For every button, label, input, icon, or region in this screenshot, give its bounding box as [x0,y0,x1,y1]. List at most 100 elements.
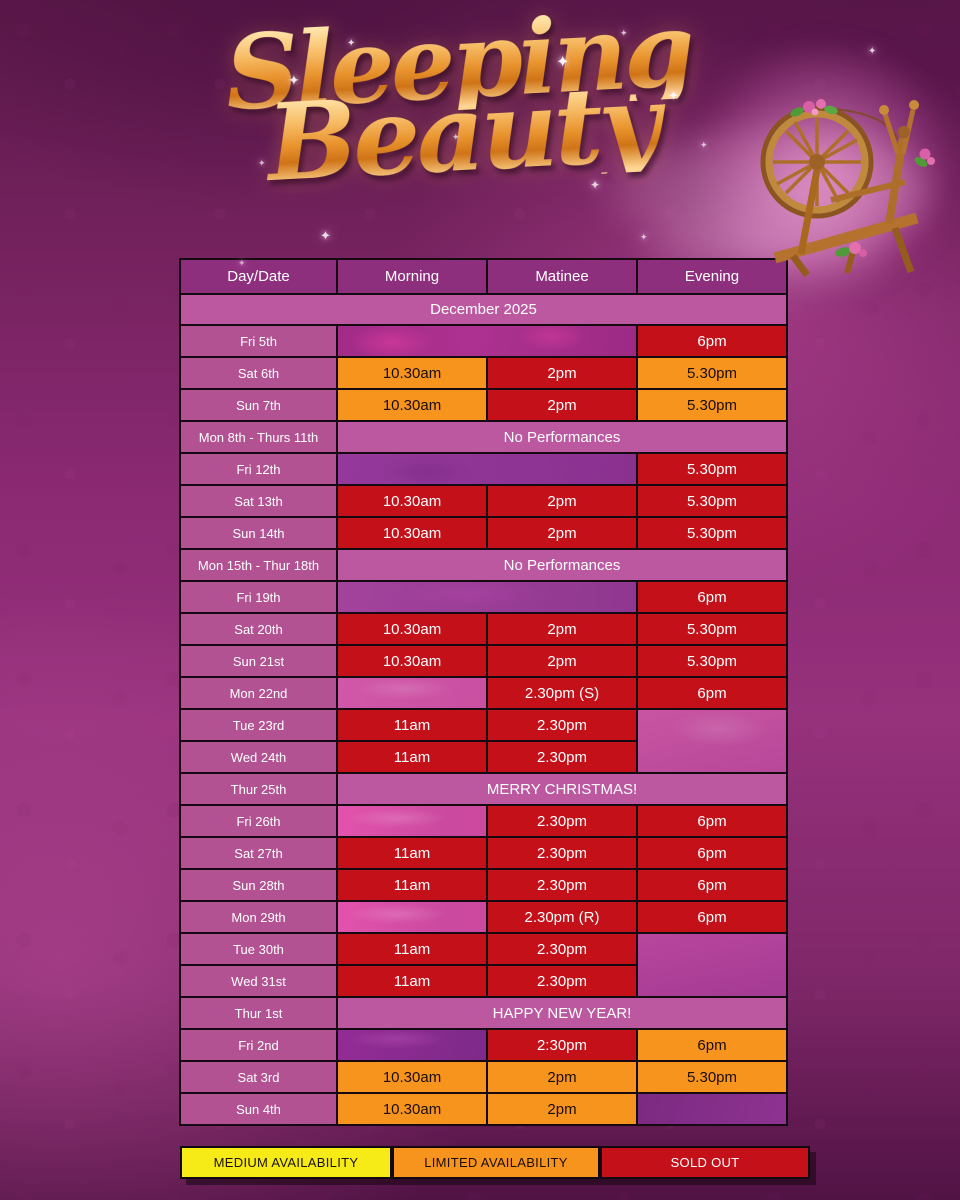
showtime-cell: 2pm [486,1060,638,1094]
table-row: Fri 19th 6pm [179,580,788,614]
sparkle-icon [320,228,331,244]
showtime-cell: 2.30pm [486,740,638,774]
day-cell: Sat 20th [179,612,338,646]
showtime-cell: 11am [336,964,488,998]
table-row: Sun 14th 10.30am 2pm 5.30pm [179,516,788,550]
day-cell: Sun 4th [179,1092,338,1126]
day-cell: Sat 27th [179,836,338,870]
day-cell: Tue 30th [179,932,338,966]
table-header-row: Day/Date Morning Matinee Evening [179,258,788,295]
show-title: Sleeping Beauty [146,0,774,205]
legend-medium-availability: MEDIUM AVAILABILITY [180,1146,392,1179]
day-cell: Sun 21st [179,644,338,678]
showtime-cell: 5.30pm [636,452,788,486]
showtime-cell: 5.30pm [636,516,788,550]
showtime-cell: 2pm [486,516,638,550]
no-performance-cell [336,804,488,838]
showtime-cell: 2.30pm [486,868,638,902]
note-cell: No Performances [336,420,788,454]
showtime-cell: 2.30pm [486,708,638,742]
day-cell: Fri 19th [179,580,338,614]
showtime-cell: 2pm [486,356,638,390]
table-row: Fri 2nd 2:30pm 6pm [179,1028,788,1062]
note-cell: HAPPY NEW YEAR! [336,996,788,1030]
no-performance-cell [336,900,488,934]
showtime-cell: 2pm [486,1092,638,1126]
table-row: Tue 23rd 11am 2.30pm [179,708,788,774]
month-banner: December 2025 [179,293,788,326]
showtime-cell: 11am [336,836,488,870]
showtime-cell: 6pm [636,836,788,870]
sparkle-icon [868,46,876,57]
table-row: Sat 27th 11am 2.30pm 6pm [179,836,788,870]
table-row: Fri 26th 2.30pm 6pm [179,804,788,838]
no-performance-cell [336,1028,488,1062]
showtime-cell: 10.30am [336,612,488,646]
no-performance-cell [336,324,638,358]
showtime-cell: 11am [336,868,488,902]
day-cell: Sat 3rd [179,1060,338,1094]
showtime-cell: 6pm [636,868,788,902]
showtime-cell: 2.30pm [486,932,638,966]
table-row: Mon 8th - Thurs 11th No Performances [179,420,788,454]
day-cell: Sun 7th [179,388,338,422]
day-cell: Mon 29th [179,900,338,934]
legend-limited-label: LIMITED AVAILABILITY [424,1155,568,1170]
showtime-cell: 5.30pm [636,356,788,390]
showtime-cell: 6pm [636,324,788,358]
no-performance-cell [636,708,788,774]
note-cell: MERRY CHRISTMAS! [336,772,788,806]
showtime-cell: 10.30am [336,644,488,678]
legend-sold-out: SOLD OUT [600,1146,810,1179]
showtime-cell: 10.30am [336,516,488,550]
legend-limited-availability: LIMITED AVAILABILITY [392,1146,600,1179]
showtime-cell: 6pm [636,1028,788,1062]
no-performance-cell [336,580,638,614]
day-cell: Thur 1st [179,996,338,1030]
table-row: Sat 3rd 10.30am 2pm 5.30pm [179,1060,788,1094]
day-cell: Sat 13th [179,484,338,518]
day-cell: Fri 12th [179,452,338,486]
table-row: Fri 12th 5.30pm [179,452,788,486]
showtime-cell: 2pm [486,388,638,422]
column-header-day-date: Day/Date [179,258,338,295]
spinning-wheel-illustration [735,62,945,278]
legend-sold-out-label: SOLD OUT [670,1155,740,1170]
showtime-cell: 2:30pm [486,1028,638,1062]
showtime-cell: 10.30am [336,484,488,518]
no-performance-cell [336,452,638,486]
showtime-cell: 2pm [486,612,638,646]
no-performance-cell [336,676,488,710]
showtime-cell: 2.30pm (R) [486,900,638,934]
table-row: Mon 15th - Thur 18th No Performances [179,548,788,582]
showtime-cell: 6pm [636,676,788,710]
performance-schedule-table: Day/Date Morning Matinee Evening Decembe… [179,258,788,1126]
day-cell: Tue 23rd [179,708,338,742]
column-header-matinee: Matinee [486,258,638,295]
day-cell: Wed 24th [179,740,338,774]
column-header-morning: Morning [336,258,488,295]
showtime-cell: 5.30pm [636,1060,788,1094]
no-performance-cell [636,932,788,998]
table-row: Sun 7th 10.30am 2pm 5.30pm [179,388,788,422]
table-row: Sun 28th 11am 2.30pm 6pm [179,868,788,902]
showtime-cell: 6pm [636,580,788,614]
showtime-cell: 5.30pm [636,612,788,646]
table-row: Tue 30th 11am 2.30pm [179,932,788,998]
no-performance-cell [636,1092,788,1126]
day-cell: Sun 28th [179,868,338,902]
month-banner-row: December 2025 [179,293,788,326]
showtime-cell: 2.30pm [486,836,638,870]
table-row: Sat 6th 10.30am 2pm 5.30pm [179,356,788,390]
day-cell: Mon 22nd [179,676,338,710]
showtime-cell: 11am [336,740,488,774]
showtime-cell: 11am [336,708,488,742]
showtime-cell: 2pm [486,644,638,678]
showtime-cell: 10.30am [336,388,488,422]
table-row: Wed 24th 11am 2.30pm [179,740,787,774]
day-cell: Fri 5th [179,324,338,358]
showtime-cell: 2pm [486,484,638,518]
showtime-cell: 6pm [636,804,788,838]
day-cell: Wed 31st [179,964,338,998]
availability-legend: MEDIUM AVAILABILITY LIMITED AVAILABILITY… [180,1146,810,1179]
